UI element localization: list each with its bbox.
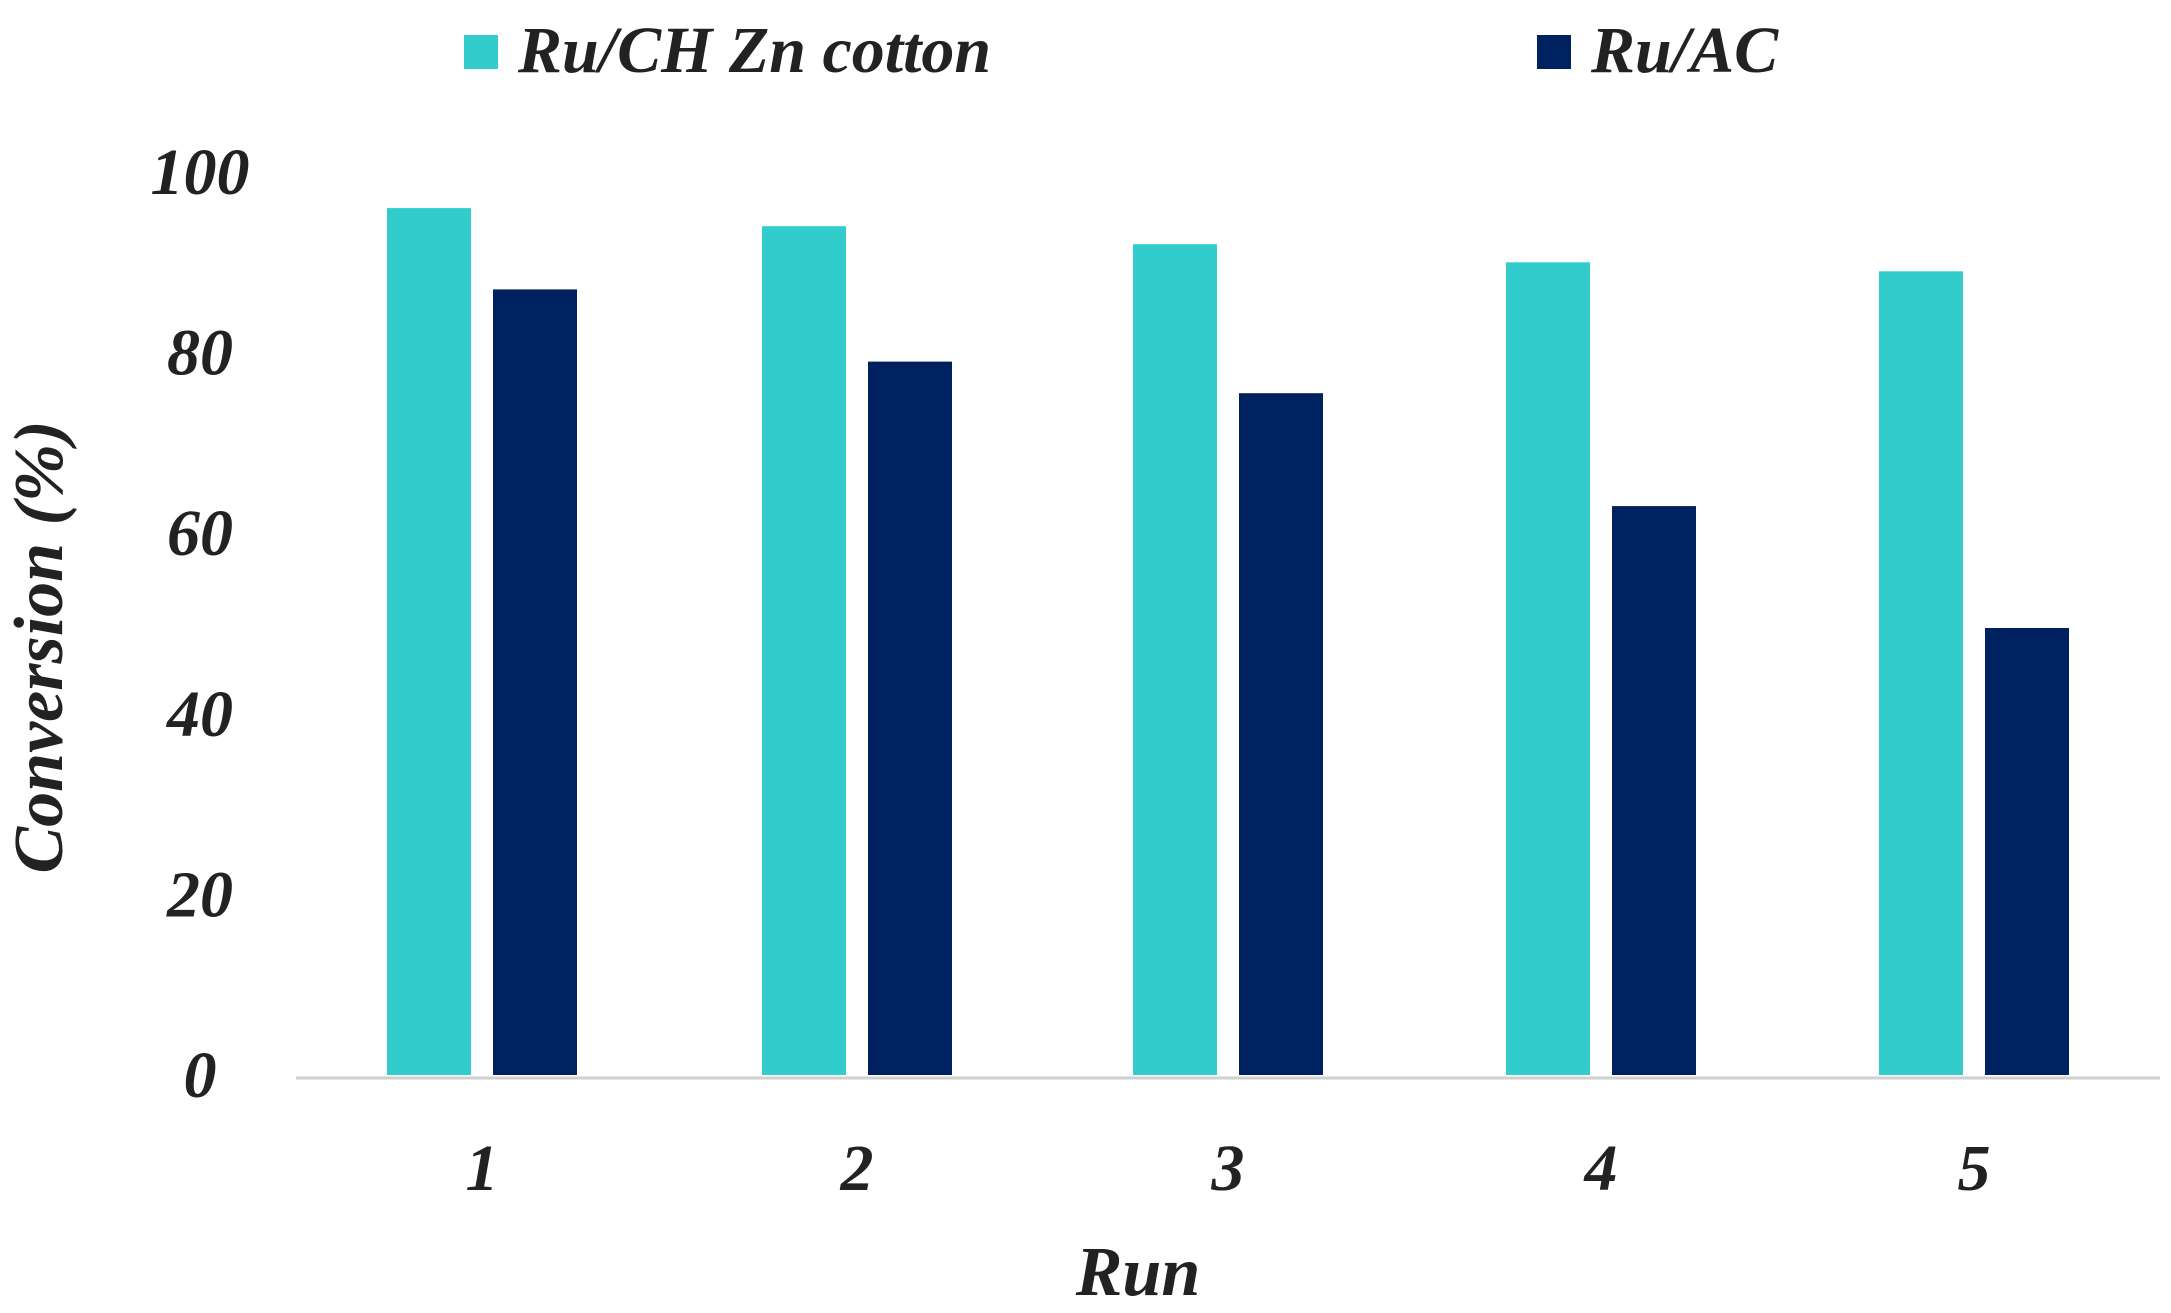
y-axis-tick-labels: 0 20 40 60 80 100 (151, 136, 250, 1112)
legend-swatch-ru-ch-zn-cotton (464, 35, 498, 69)
legend-label-ru-ac: Ru/AC (1590, 14, 1779, 87)
bar-series-1-run-1 (387, 208, 471, 1076)
bar-series-2-run-3 (1239, 393, 1323, 1075)
bar-series-2-run-4 (1612, 506, 1696, 1076)
bar-series-1-run-5 (1879, 271, 1963, 1075)
x-tick-label-2: 2 (840, 1132, 874, 1205)
y-tick-label-60: 60 (167, 497, 233, 570)
x-tick-label-3: 3 (1211, 1132, 1245, 1205)
bar-series-2-run-5 (1985, 628, 2069, 1075)
legend-swatch-ru-ac (1537, 35, 1571, 69)
legend-label-ru-ch-zn-cotton: Ru/CH Zn cotton (517, 14, 991, 87)
x-axis-tick-labels: 1 2 3 4 5 (466, 1132, 1991, 1205)
bar-series-2-run-2 (868, 361, 952, 1076)
y-tick-label-100: 100 (151, 136, 250, 209)
x-tick-label-4: 4 (1583, 1132, 1618, 1205)
y-tick-label-80: 80 (167, 317, 233, 390)
y-tick-label-20: 20 (166, 858, 233, 931)
bar-series-1-run-4 (1506, 262, 1590, 1075)
y-tick-label-40: 40 (165, 678, 233, 751)
x-axis-title: Run (1075, 1234, 1201, 1311)
bar-series-2-run-1 (493, 289, 577, 1075)
bar-series-1-run-3 (1133, 244, 1217, 1075)
y-tick-label-0: 0 (184, 1039, 217, 1112)
bar-series-1-run-2 (762, 226, 846, 1075)
x-tick-label-1: 1 (466, 1132, 499, 1205)
x-tick-label-5: 5 (1958, 1132, 1991, 1205)
legend: Ru/CH Zn cotton Ru/AC (464, 14, 1779, 87)
y-axis-title: Conversion (%) (1, 420, 78, 873)
bars-group (387, 208, 2069, 1076)
